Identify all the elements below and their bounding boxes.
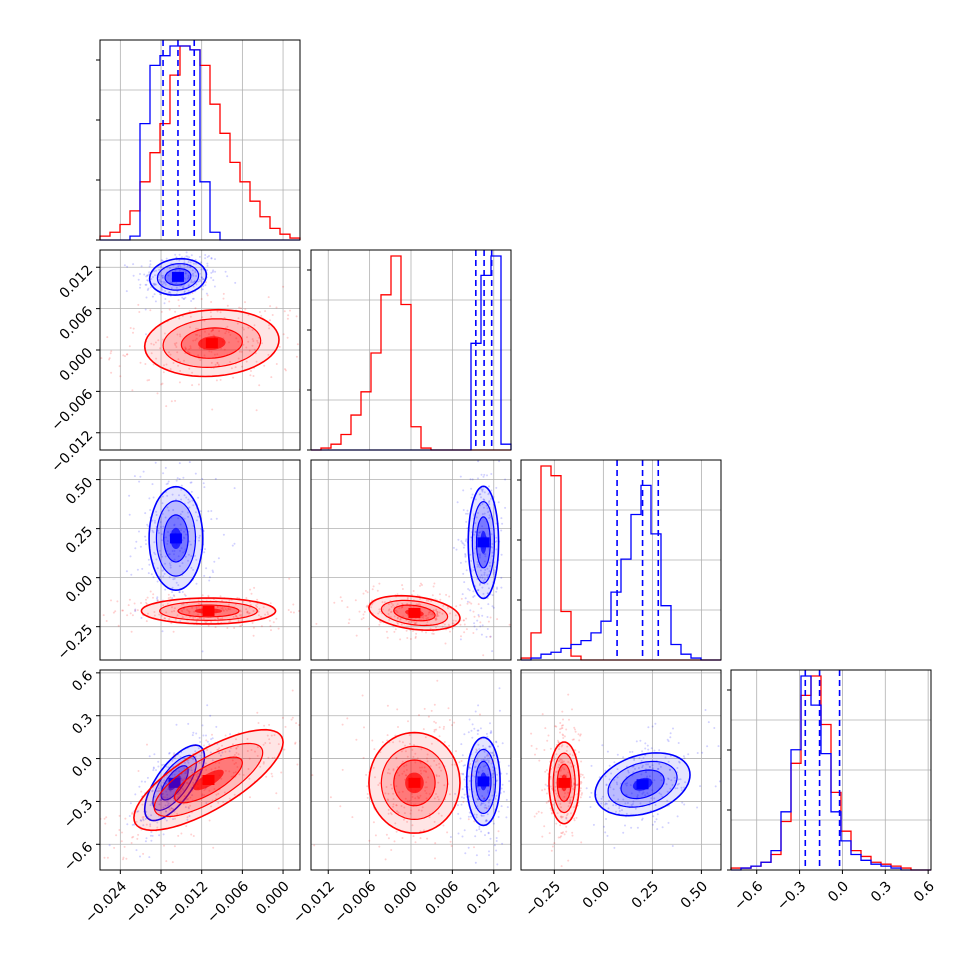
y-tick-label: 0.006	[57, 304, 97, 344]
panel-frame	[99, 669, 301, 871]
x-tick-label: −0.006	[331, 878, 379, 926]
x-tick-label: 0.6	[911, 878, 938, 905]
blue-histogram-4	[731, 675, 931, 871]
x-tick-label: −0.3	[774, 878, 809, 913]
panel-frame	[99, 459, 301, 661]
panel-3-1	[102, 460, 300, 653]
tick-marks	[119, 870, 284, 874]
blue-peak	[169, 533, 182, 544]
panel-frame	[520, 459, 722, 661]
panel-3-2	[315, 460, 511, 657]
red-peak	[408, 777, 421, 788]
y-tick-label: −0.012	[48, 428, 96, 476]
panel-grid	[521, 670, 721, 870]
x-tick-label: −0.018	[123, 878, 171, 926]
x-tick-label: −0.25	[522, 878, 564, 920]
panel-4-3	[530, 693, 721, 868]
x-tick-label: 0.3	[868, 878, 895, 905]
x-tick-label: 0.00	[580, 878, 613, 911]
y-tick-label: 0.000	[57, 345, 97, 385]
blue-peak	[477, 776, 490, 787]
y-tick-label: 0.0	[69, 754, 96, 781]
y-tick-label: 0.6	[69, 668, 96, 695]
y-tick-label: −0.6	[61, 839, 96, 874]
blue-peak	[477, 537, 490, 548]
x-tick-label: −0.6	[731, 878, 766, 913]
panel-grid	[100, 670, 300, 870]
red-scatter-points	[530, 693, 585, 868]
panel-grid	[311, 670, 511, 870]
panel-grid	[100, 460, 300, 660]
panel-grid	[521, 460, 721, 660]
x-tick-label: 0.012	[464, 878, 504, 918]
red-peak	[558, 777, 571, 788]
y-tick-label: −0.006	[48, 386, 96, 434]
x-tick-label: 0.50	[678, 878, 711, 911]
x-tick-label: 0.000	[381, 878, 421, 918]
tick-marks	[327, 870, 495, 874]
tick-marks	[553, 870, 702, 874]
panel-frame	[310, 459, 512, 661]
blue-peak	[636, 779, 649, 790]
panel-4-1	[100, 689, 300, 864]
x-tick-label: 0.0	[825, 878, 852, 905]
y-tick-label: 0.50	[63, 475, 96, 508]
panel-frame	[99, 39, 301, 241]
x-tick-label: 0.000	[253, 878, 293, 918]
panel-2-1	[100, 251, 300, 412]
panel-frame	[310, 249, 512, 451]
panel-grid	[100, 250, 300, 450]
panel-frame	[730, 669, 932, 871]
y-tick-label: 0.3	[69, 711, 96, 738]
x-tick-label: −0.006	[204, 878, 252, 926]
panel-frame	[520, 669, 722, 871]
x-tick-label: −0.012	[290, 878, 338, 926]
x-tick-label: −0.012	[164, 878, 212, 926]
blue-histogram-3	[521, 484, 721, 661]
panel-4-2	[311, 679, 511, 866]
y-tick-label: −0.25	[55, 622, 97, 664]
red-peak	[202, 775, 215, 785]
blue-scatter-points	[443, 687, 511, 866]
red-peak	[408, 607, 421, 618]
blue-peak	[171, 271, 184, 282]
tick-marks	[756, 870, 929, 874]
x-tick-label: 0.25	[629, 878, 662, 911]
red-peak	[202, 605, 215, 616]
red-peak	[205, 338, 218, 349]
y-tick-label: 0.00	[63, 573, 96, 606]
x-tick-label: 0.006	[422, 878, 462, 918]
y-tick-label: 0.012	[57, 262, 97, 302]
y-tick-label: −0.3	[61, 796, 96, 831]
blue-peak	[168, 777, 181, 788]
y-tick-label: 0.25	[63, 524, 96, 557]
x-tick-label: −0.024	[82, 878, 130, 926]
